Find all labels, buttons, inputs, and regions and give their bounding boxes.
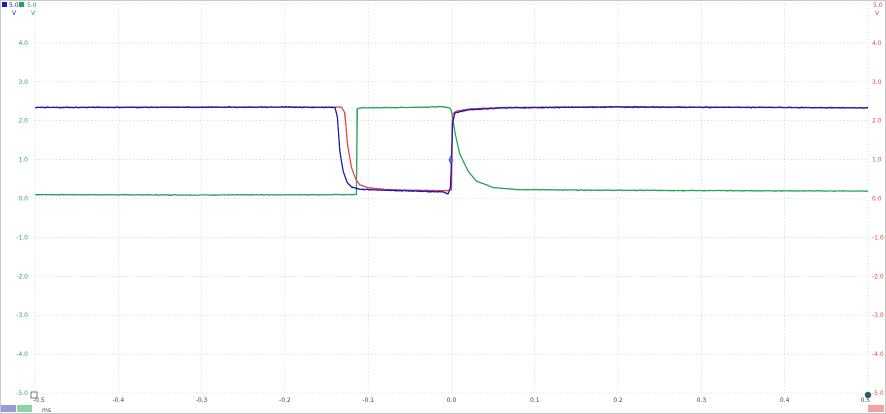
series-edge-2 — [34, 106, 869, 195]
y-tick-label-right: -3.0 — [872, 312, 884, 319]
y-axis-left: 4.0 3.0 2.0 1.0 0.0 -1.0 -2.0 -3.0 -4.0 -5.0 — [16, 40, 28, 397]
y-tick-label-right: 0.0 — [872, 196, 882, 203]
y-tick-label-right: 2.0 — [872, 118, 882, 125]
channel-green-marker[interactable] — [19, 2, 24, 7]
y-tick-label-right: 1.0 — [872, 157, 882, 164]
y-tick-label-right: -2.0 — [872, 273, 884, 280]
x-tick-label: 0.2 — [613, 397, 623, 404]
y-tick-label-left: 4.0 — [18, 40, 28, 47]
series-edge-0 — [34, 106, 869, 196]
y-tick-label-right: -1.0 — [872, 234, 884, 241]
y-tick-label-right: -4.0 — [872, 351, 884, 358]
channel-green-range: 5.0 — [27, 2, 37, 9]
x-tick-label: -0.4 — [112, 397, 124, 404]
x-tick-label: -0.3 — [196, 397, 208, 404]
y-tick-label-left: -4.0 — [16, 351, 28, 358]
channel-blue-unit: V — [12, 10, 17, 17]
x-tick-label: 0.1 — [530, 397, 540, 404]
x-tick-label: -0.2 — [279, 397, 291, 404]
channel-red-tag[interactable] — [868, 405, 884, 412]
x-tick-label: -0.1 — [362, 397, 374, 404]
channel-green-unit: V — [31, 10, 36, 17]
zoom-box-icon[interactable] — [30, 391, 38, 399]
x-tick-label: 0.3 — [697, 397, 707, 404]
y-axis-right: 4.0 3.0 2.0 1.0 0.0 -1.0 -2.0 -3.0 -4.0 -5.0 — [872, 40, 884, 397]
y-tick-label-left: -3.0 — [16, 312, 28, 319]
y-tick-label-right: 4.0 — [872, 40, 882, 47]
channel-green-tag[interactable] — [17, 405, 32, 412]
y-tick-label-left: -1.0 — [16, 234, 28, 241]
y-tick-label-right: -5.0 — [872, 390, 884, 397]
trigger-point-icon[interactable] — [448, 155, 454, 165]
channel-red-unit: V — [875, 10, 880, 17]
x-axis-unit: ms — [42, 407, 51, 414]
y-tick-label-left: 0.0 — [18, 196, 28, 203]
x-tick-label: -0.5 — [33, 397, 45, 404]
channel-blue-range: 5.0 — [9, 2, 19, 9]
trigger-marker-icon[interactable] — [864, 391, 872, 399]
x-tick-label: 0.5 — [860, 397, 870, 404]
y-tick-label-left: -5.0 — [16, 390, 28, 397]
y-tick-label-left: -2.0 — [16, 273, 28, 280]
x-tick-label: 0.0 — [447, 397, 457, 404]
y-tick-label-right: 3.0 — [872, 79, 882, 86]
y-tick-label-left: 2.0 — [18, 118, 28, 125]
channel-red-range: 5.0 — [873, 2, 883, 9]
x-axis: -0.5 -0.4 -0.3 -0.2 -0.1 0.0 0.1 0.2 0.3 0.4 0.5 — [33, 397, 870, 404]
y-tick-label-left: 3.0 — [18, 79, 28, 86]
x-tick-label: 0.4 — [780, 397, 790, 404]
chart-grid — [34, 3, 869, 394]
channel-blue-marker[interactable] — [2, 2, 7, 7]
channel-blue-tag[interactable] — [1, 405, 16, 412]
y-tick-label-left: 1.0 — [18, 157, 28, 164]
